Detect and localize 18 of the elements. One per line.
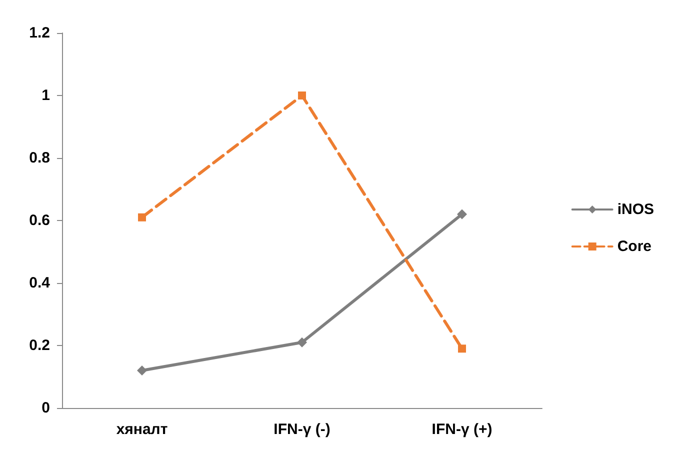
point bbox=[138, 213, 146, 222]
x-tick-label: IFN-γ (+) bbox=[432, 421, 492, 438]
point bbox=[298, 92, 306, 100]
x-tick-label: хяналт bbox=[116, 421, 168, 438]
point bbox=[458, 344, 466, 353]
y-tick-label: 0 bbox=[42, 400, 50, 416]
y-tick-label: 0.4 bbox=[29, 274, 51, 292]
point bbox=[457, 209, 467, 220]
y-tick-label: 0.2 bbox=[29, 337, 50, 354]
x-tick-label: IFN-γ (-) bbox=[274, 421, 330, 438]
y-tick-label: 0.8 bbox=[29, 150, 50, 166]
legend-label: Core bbox=[617, 238, 652, 255]
y-tick-label: 1 bbox=[42, 87, 50, 104]
point bbox=[137, 366, 147, 376]
point bbox=[297, 337, 307, 348]
y-tick-label: 0.6 bbox=[29, 212, 50, 229]
y-tick-label: 1.2 bbox=[29, 24, 50, 42]
legend-label: iNOS bbox=[617, 201, 654, 218]
